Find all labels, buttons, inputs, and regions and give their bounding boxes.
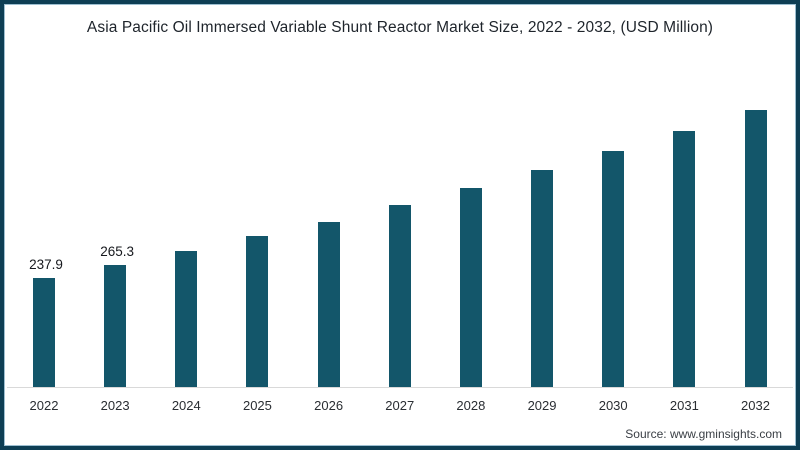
x-tick-label-2026: 2026 [314, 398, 344, 413]
x-tick-label-2028: 2028 [456, 398, 486, 413]
x-tick-label-2024: 2024 [171, 398, 201, 413]
bar-2027 [388, 205, 411, 387]
bar-2026 [317, 222, 340, 387]
data-label-2022: 237.9 [29, 257, 63, 272]
x-tick-label-2030: 2030 [598, 398, 628, 413]
bar-2032 [744, 110, 767, 387]
bar-2030 [602, 151, 625, 387]
x-tick-label-2031: 2031 [669, 398, 699, 413]
x-tick-label-2025: 2025 [242, 398, 272, 413]
x-tick-label-2029: 2029 [527, 398, 557, 413]
x-tick-label-2022: 2022 [29, 398, 59, 413]
data-label-2023: 265.3 [100, 244, 135, 259]
x-tick-label-2032: 2032 [741, 398, 770, 413]
bar-2028 [459, 188, 482, 387]
x-tick-label-2027: 2027 [385, 398, 415, 413]
chart-title: Asia Pacific Oil Immersed Variable Shunt… [86, 19, 714, 36]
bar-2023 [104, 265, 127, 387]
source-text: Source: www.gminsights.com [625, 427, 782, 441]
bar-2022 [33, 278, 55, 387]
bar-2029 [531, 170, 554, 387]
bar-2024 [175, 251, 198, 387]
bar-2031 [673, 131, 696, 387]
bar-2025 [246, 236, 269, 387]
x-tick-label-2023: 2023 [100, 398, 130, 413]
x-axis-line [7, 387, 793, 388]
